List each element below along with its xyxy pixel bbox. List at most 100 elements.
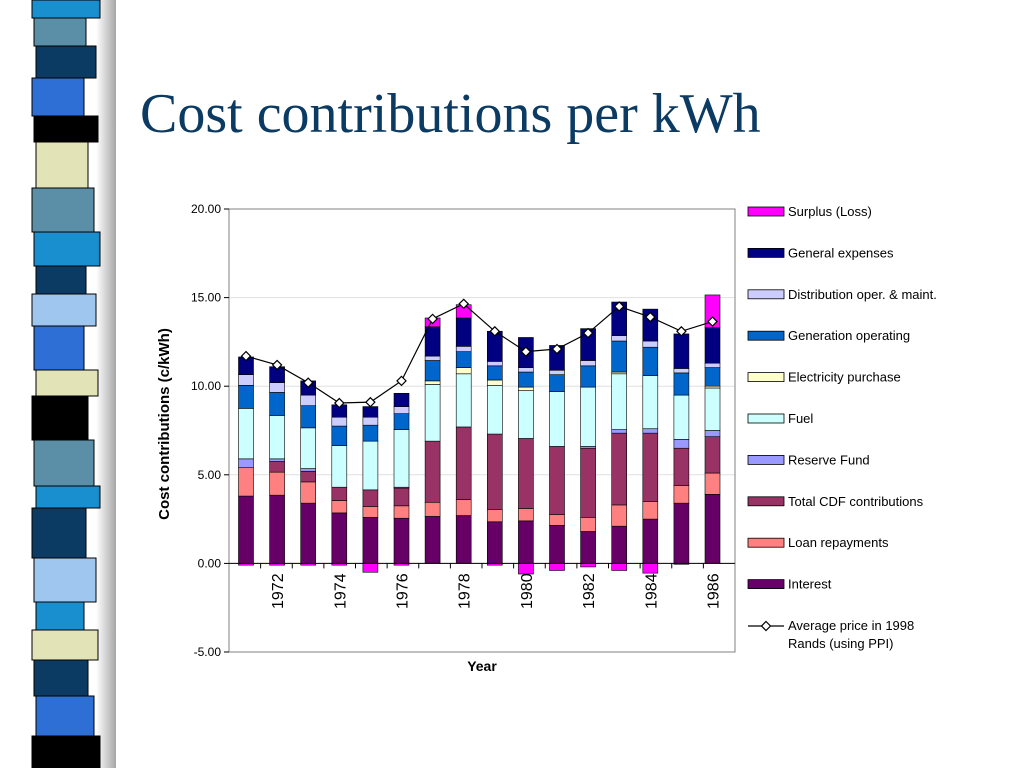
bar-segment-electricity-purchase-1979 <box>486 379 503 386</box>
bar-segment-fuel-1973 <box>300 427 317 469</box>
strip-segment <box>31 735 101 768</box>
legend-swatch <box>747 206 785 217</box>
bar-segment-reserve-fund-1972 <box>269 458 285 462</box>
bar-segment-interest-1982 <box>580 531 596 564</box>
y-axis-title: Cost contributions (c/kWh) <box>156 328 173 520</box>
bar-segment-interest-1975 <box>362 517 379 564</box>
bar-segment-interest-1976 <box>393 517 410 564</box>
bar-segment-loan-repayments-1983 <box>611 504 628 527</box>
bar-segment-interest-1978 <box>455 515 472 564</box>
average-price-point-1984 <box>644 311 656 323</box>
bar-segment-fuel-1986 <box>704 387 721 431</box>
legend-item: Electricity purchase <box>747 370 901 385</box>
bar-segment-generation-operating-1971 <box>238 385 254 409</box>
bar-segment-fuel-1974 <box>331 445 348 488</box>
bar-segment-interest-1971 <box>238 495 254 564</box>
bar-segment-loan-repayments-1978 <box>455 499 472 516</box>
bar-segment-reserve-fund-1986 <box>704 430 721 438</box>
bar-segment-generation-operating-1976 <box>393 413 410 430</box>
y-tick-label: 5.00 <box>198 468 222 482</box>
bar-segment-total-cdf-contributions-1985 <box>673 447 690 486</box>
strip-segment <box>33 17 87 47</box>
bar-segment-loan-repayments-1981 <box>549 514 565 526</box>
bar-segment-generation-operating-1983 <box>611 340 628 373</box>
bar-segment-distribution-oper-maint--1971 <box>238 374 254 386</box>
bar-segment-electricity-purchase-1978 <box>455 367 472 375</box>
legend-swatch <box>747 289 785 300</box>
x-axis-title: Year <box>467 658 497 674</box>
legend-label: Reserve Fund <box>788 452 870 467</box>
bar-segment-surplus-loss--1981 <box>549 563 565 571</box>
bar-segment-total-cdf-contributions-1986 <box>704 436 721 474</box>
x-tick-label: 1980 <box>519 573 536 609</box>
legend-marker <box>760 620 772 632</box>
legend-swatch <box>747 247 785 258</box>
average-price-point-1977 <box>427 313 438 325</box>
decorative-side-strip <box>31 0 116 768</box>
bar-segment-distribution-oper-maint--1977 <box>424 355 441 361</box>
average-price-point-1973 <box>302 377 314 389</box>
bar-segment-interest-1985 <box>673 502 690 564</box>
legend-label: Average price in 1998 Rands (using PPI) <box>788 618 914 651</box>
bar-segment-distribution-oper-maint--1982 <box>580 360 596 367</box>
bar-segment-distribution-oper-maint--1980 <box>518 367 534 373</box>
bar-segment-loan-repayments-1972 <box>269 471 285 496</box>
legend-swatch <box>747 413 785 424</box>
legend-label: Interest <box>788 577 832 592</box>
bar-segment-loan-repayments-1984 <box>642 501 659 520</box>
legend-item: Average price in 1998 Rands (using PPI) <box>748 618 914 651</box>
bar-segment-fuel-1972 <box>269 415 285 460</box>
legend-swatch <box>747 579 785 589</box>
strip-segment <box>31 187 95 233</box>
average-price-point-1971 <box>240 350 252 362</box>
bar-segment-fuel-1984 <box>642 375 659 430</box>
legend-swatch <box>747 496 785 507</box>
x-tick-label: 1982 <box>581 573 598 609</box>
bar-segment-distribution-oper-maint--1974 <box>331 416 348 427</box>
y-tick-label: 0.00 <box>198 556 222 570</box>
strip-shadow <box>96 0 116 768</box>
bar-segment-interest-1981 <box>549 525 565 564</box>
average-price-point-1983 <box>613 301 625 312</box>
legend-label: Total CDF contributions <box>788 494 924 509</box>
strip-segment <box>31 395 89 441</box>
bar-segment-loan-repayments-1973 <box>300 481 317 504</box>
legend-item: General expenses <box>747 245 894 260</box>
bar-segment-total-cdf-contributions-1980 <box>518 438 534 509</box>
average-price-point-1974 <box>333 397 345 409</box>
strip-segment <box>33 231 101 267</box>
bar-segment-fuel-1978 <box>455 373 472 428</box>
bar-segment-fuel-1980 <box>518 390 534 439</box>
x-tick-label: 1978 <box>457 573 474 609</box>
strip-segment <box>31 507 87 559</box>
bar-segment-interest-1979 <box>486 521 503 564</box>
bar-segment-fuel-1976 <box>393 429 410 488</box>
legend-item: Distribution oper. & maint. <box>747 287 937 302</box>
bar-segment-general-expenses-1975 <box>362 406 379 418</box>
bar-segment-fuel-1971 <box>238 408 254 460</box>
bar-segment-surplus-loss--1975 <box>362 563 379 573</box>
x-tick-label: 1986 <box>706 573 723 609</box>
average-price-point-1975 <box>365 396 376 408</box>
bar-segment-reserve-fund-1985 <box>673 439 690 449</box>
bar-segment-generation-operating-1973 <box>300 405 317 429</box>
legend-swatch <box>747 330 785 341</box>
bar-segment-general-expenses-1976 <box>393 392 410 407</box>
bar-segment-interest-1980 <box>518 520 534 564</box>
bar-segment-interest-1984 <box>642 518 659 564</box>
bar-segment-loan-repayments-1974 <box>331 500 348 514</box>
bar-segment-loan-repayments-1971 <box>238 467 254 497</box>
x-tick-label: 1984 <box>643 573 660 609</box>
bar-segment-loan-repayments-1976 <box>393 505 410 519</box>
bar-segment-interest-1983 <box>611 525 628 564</box>
bar-segment-generation-operating-1977 <box>424 360 441 382</box>
bar-segment-general-expenses-1986 <box>704 327 721 364</box>
bar-segment-surplus-loss--1983 <box>611 563 628 571</box>
legend-item: Fuel <box>747 411 813 426</box>
bar-segment-generation-operating-1975 <box>362 424 379 442</box>
bar-segment-total-cdf-contributions-1975 <box>362 489 379 507</box>
bar-segment-general-expenses-1985 <box>673 333 690 369</box>
bar-segment-fuel-1985 <box>673 394 690 440</box>
bar-segment-interest-1972 <box>269 494 285 564</box>
